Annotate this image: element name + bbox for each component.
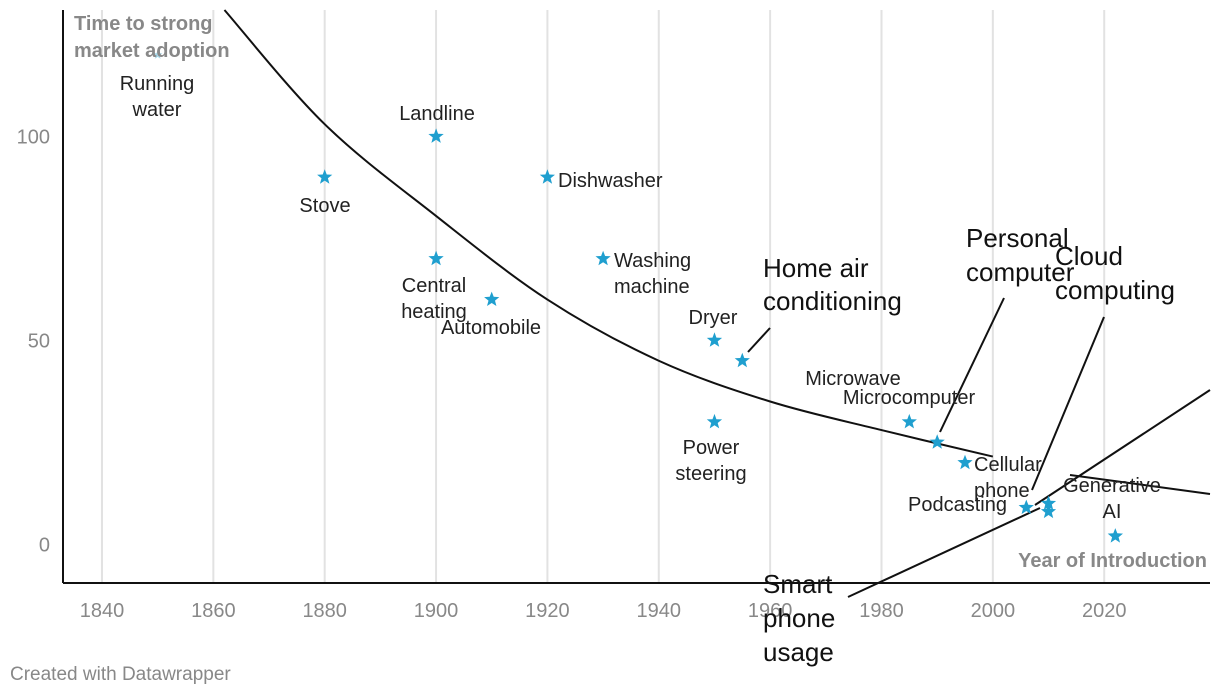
data-point-star (428, 128, 444, 143)
point-label: Running (120, 73, 195, 95)
point-label: phone (763, 603, 835, 633)
data-point-star (152, 49, 163, 59)
y-tick-label: 100 (17, 126, 50, 148)
point-labels: RunningwaterStoveLandlineCentralheatingA… (120, 73, 1175, 667)
point-label: computing (1055, 275, 1175, 305)
data-point-star (1107, 528, 1123, 543)
x-tick-label: 1860 (191, 600, 236, 622)
data-point-star (734, 352, 750, 368)
leader-line (939, 297, 1005, 433)
x-axis-ticks: 1840 1860 1880 1900 1920 1940 1960 1980 2000 2020 (80, 600, 1127, 622)
point-label: Smart (763, 569, 833, 599)
point-label: Stove (299, 195, 350, 217)
x-tick-label: 1980 (859, 600, 904, 622)
point-label: Cloud (1055, 241, 1123, 271)
data-points (152, 49, 1123, 543)
point-label: Microwave (805, 368, 901, 390)
leader-line (747, 327, 771, 353)
leader-line (1069, 474, 1211, 495)
credit-text: Created with Datawrapper (10, 664, 231, 685)
data-point-star (317, 169, 333, 184)
point-label: water (132, 99, 182, 121)
x-tick-label: 1840 (80, 600, 125, 622)
data-point-star (539, 169, 555, 184)
x-tick-label: 2000 (971, 600, 1016, 622)
grid-lines (100, 10, 1106, 583)
data-point-star (706, 413, 723, 429)
data-point-star (428, 250, 444, 266)
point-label: AI (1103, 501, 1122, 523)
point-label: Microcomputer (843, 387, 976, 409)
point-label: Dishwasher (558, 170, 663, 192)
leader-lines (747, 297, 1211, 598)
data-point-star (929, 434, 945, 449)
x-tick-label: 2020 (1082, 600, 1127, 622)
data-point-star (1040, 503, 1057, 519)
point-label: machine (614, 276, 690, 298)
point-label: steering (675, 463, 746, 485)
point-label: Washing (614, 250, 691, 272)
data-point-star (595, 250, 611, 266)
x-tick-label: 1920 (525, 600, 570, 622)
y-tick-label: 50 (28, 330, 50, 352)
point-label: phone (974, 480, 1030, 502)
point-label: Dryer (689, 307, 738, 329)
point-label: Cellular (974, 454, 1042, 476)
x-axis-title: Year of Introduction (1018, 550, 1207, 572)
data-point-star (1018, 499, 1034, 514)
leader-line (1034, 389, 1211, 506)
trend-line (223, 9, 994, 458)
point-label: Automobile (441, 317, 541, 339)
point-label: Generative (1063, 475, 1161, 497)
point-label: Home air (763, 253, 869, 283)
y-axis-ticks: 0 50 100 (17, 126, 50, 556)
data-point-star (957, 454, 973, 470)
point-label: computer (966, 257, 1075, 287)
x-tick-label: 1960 (748, 600, 793, 622)
data-point-star (484, 291, 500, 306)
y-tick-label: 0 (39, 534, 50, 556)
point-label: Central (402, 275, 466, 297)
data-point-star (1040, 495, 1057, 510)
y-axis-title: Time to strong market adoption (74, 13, 230, 62)
point-label: Power (683, 437, 740, 459)
point-label: Podcasting (908, 494, 1007, 516)
x-tick-label: 1900 (414, 600, 459, 622)
point-label: usage (763, 637, 834, 667)
point-label: Landline (399, 103, 475, 125)
y-axis-title-line: market adoption (74, 40, 230, 62)
point-label: heating (401, 301, 467, 323)
x-tick-label: 1940 (637, 600, 682, 622)
point-label: Personal (966, 223, 1069, 253)
data-point-star (901, 413, 917, 429)
x-tick-label: 1880 (302, 600, 347, 622)
leader-line (1031, 316, 1105, 491)
data-point-star (706, 332, 723, 347)
y-axis-title-line: Time to strong (74, 13, 213, 35)
point-label: conditioning (763, 286, 902, 316)
